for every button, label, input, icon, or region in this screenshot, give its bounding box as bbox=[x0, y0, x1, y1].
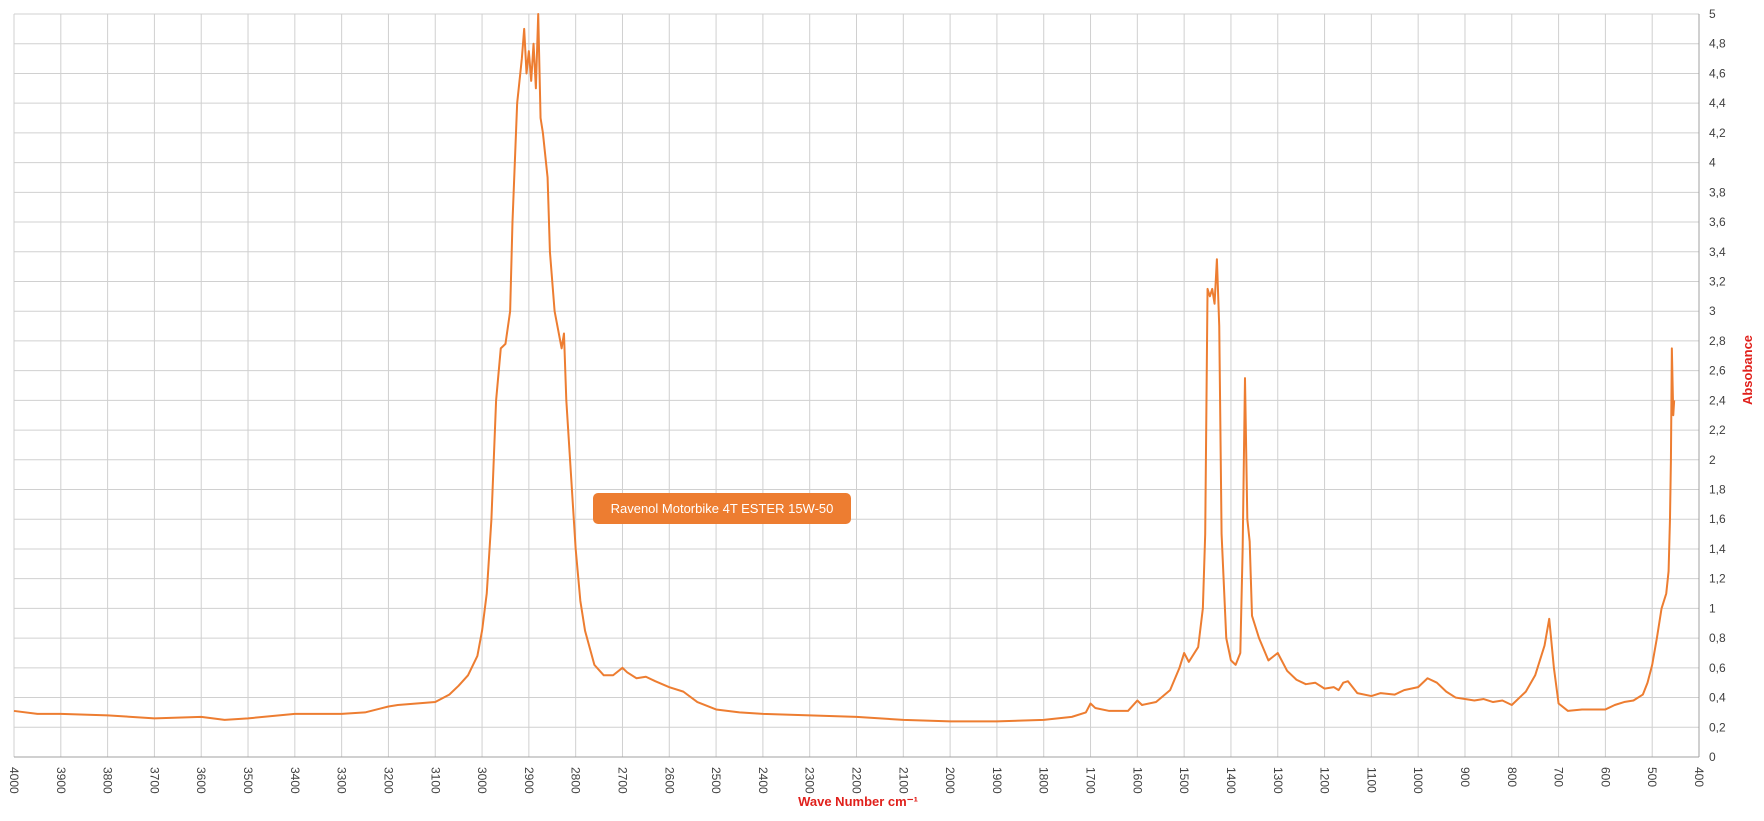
x-tick-label: 2700 bbox=[615, 767, 629, 794]
x-tick-label: 700 bbox=[1552, 767, 1566, 787]
y-tick-label: 3,8 bbox=[1709, 185, 1726, 199]
y-tick-label: 3,4 bbox=[1709, 245, 1726, 259]
y-tick-label: 2,4 bbox=[1709, 393, 1726, 407]
y-tick-label: 4,2 bbox=[1709, 126, 1726, 140]
y-tick-label: 3,2 bbox=[1709, 274, 1726, 288]
y-tick-label: 1,8 bbox=[1709, 483, 1726, 497]
y-tick-label: 4,4 bbox=[1709, 96, 1726, 110]
y-tick-label: 5 bbox=[1709, 7, 1716, 21]
x-tick-label: 3500 bbox=[241, 767, 255, 794]
label-text: Ravenol Motorbike 4T ESTER 15W-50 bbox=[611, 501, 834, 516]
y-tick-label: 4,6 bbox=[1709, 66, 1726, 80]
y-tick-label: 0,4 bbox=[1709, 691, 1726, 705]
x-tick-label: 1300 bbox=[1271, 767, 1285, 794]
x-tick-label: 3900 bbox=[54, 767, 68, 794]
y-axis-title: Absobance bbox=[1740, 335, 1755, 405]
y-tick-label: 4,8 bbox=[1709, 37, 1726, 51]
series-label: Ravenol Motorbike 4T ESTER 15W-50 bbox=[593, 493, 851, 524]
x-tick-label: 2500 bbox=[709, 767, 723, 794]
y-tick-label: 1,4 bbox=[1709, 542, 1726, 556]
x-tick-label: 2400 bbox=[756, 767, 770, 794]
y-tick-label: 4 bbox=[1709, 156, 1716, 170]
x-tick-label: 1000 bbox=[1411, 767, 1425, 794]
y-tick-label: 1 bbox=[1709, 601, 1716, 615]
x-tick-label: 2200 bbox=[850, 767, 864, 794]
x-tick-label: 2600 bbox=[662, 767, 676, 794]
x-tick-label: 3800 bbox=[101, 767, 115, 794]
y-tick-label: 0,6 bbox=[1709, 661, 1726, 675]
x-tick-label: 2900 bbox=[522, 767, 536, 794]
x-tick-label: 1600 bbox=[1130, 767, 1144, 794]
x-tick-label: 4000 bbox=[7, 767, 21, 794]
x-tick-label: 2800 bbox=[569, 767, 583, 794]
y-tick-label: 2,8 bbox=[1709, 334, 1726, 348]
y-tick-label: 2,2 bbox=[1709, 423, 1726, 437]
x-tick-label: 400 bbox=[1692, 767, 1706, 787]
y-tick-label: 1,2 bbox=[1709, 572, 1726, 586]
x-tick-label: 1900 bbox=[990, 767, 1004, 794]
y-tick-label: 0,8 bbox=[1709, 631, 1726, 645]
x-tick-label: 2300 bbox=[803, 767, 817, 794]
x-tick-label: 1500 bbox=[1177, 767, 1191, 794]
x-tick-label: 1100 bbox=[1364, 767, 1378, 793]
x-tick-label: 3400 bbox=[288, 767, 302, 794]
x-tick-label: 1400 bbox=[1224, 767, 1238, 794]
x-tick-label: 600 bbox=[1598, 767, 1612, 787]
x-tick-label: 3100 bbox=[428, 767, 442, 794]
x-tick-label: 800 bbox=[1505, 767, 1519, 787]
y-tick-label: 3,6 bbox=[1709, 215, 1726, 229]
spectrum-line bbox=[13, 13, 1676, 723]
y-tick-label: 2 bbox=[1709, 453, 1716, 467]
x-tick-label: 2000 bbox=[943, 767, 957, 794]
y-tick-label: 2,6 bbox=[1709, 364, 1726, 378]
y-tick-label: 0,2 bbox=[1709, 720, 1726, 734]
x-tick-label: 1200 bbox=[1318, 767, 1332, 794]
y-tick-label: 3 bbox=[1709, 304, 1716, 318]
y-tick-label: 1,6 bbox=[1709, 512, 1726, 526]
x-tick-label: 1800 bbox=[1037, 767, 1051, 794]
x-tick-label: 3300 bbox=[335, 767, 349, 794]
x-tick-label: 900 bbox=[1458, 767, 1472, 787]
x-tick-label: 1700 bbox=[1084, 767, 1098, 794]
x-tick-label: 3000 bbox=[475, 767, 489, 794]
x-tick-label: 3600 bbox=[194, 767, 208, 794]
x-tick-label: 3700 bbox=[147, 767, 161, 794]
x-axis-title: Wave Number cm⁻¹ bbox=[798, 794, 918, 809]
label-box bbox=[593, 493, 851, 524]
x-tick-label: 500 bbox=[1645, 767, 1659, 787]
y-tick-label: 0 bbox=[1709, 750, 1716, 764]
x-tick-label: 3200 bbox=[381, 767, 395, 794]
x-tick-label: 2100 bbox=[896, 767, 910, 794]
